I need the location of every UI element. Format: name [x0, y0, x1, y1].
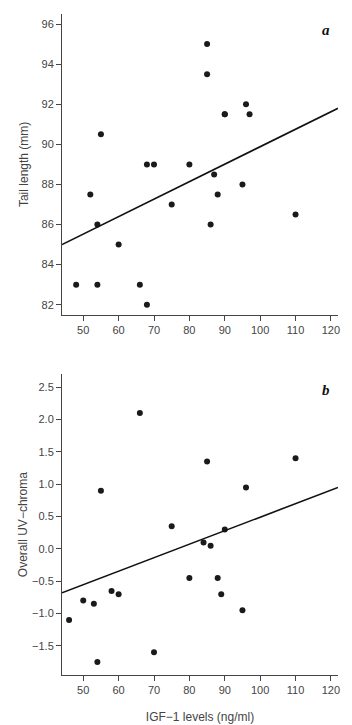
svg-text:110: 110 — [287, 324, 305, 336]
svg-text:−1.0: −1.0 — [32, 607, 54, 619]
svg-text:1.5: 1.5 — [39, 446, 54, 458]
svg-text:70: 70 — [148, 324, 160, 336]
svg-text:50: 50 — [77, 684, 89, 696]
svg-text:84: 84 — [42, 258, 54, 270]
svg-text:70: 70 — [148, 684, 160, 696]
svg-text:1.0: 1.0 — [39, 478, 54, 490]
svg-text:80: 80 — [183, 684, 195, 696]
svg-text:90: 90 — [219, 324, 231, 336]
svg-text:IGF−1 levels (ng/ml): IGF−1 levels (ng/ml) — [146, 710, 254, 724]
svg-text:120: 120 — [322, 324, 340, 336]
svg-text:2.5: 2.5 — [39, 381, 54, 393]
svg-text:0.0: 0.0 — [39, 543, 54, 555]
svg-text:Overall UV−chroma: Overall UV−chroma — [16, 472, 30, 577]
svg-text:100: 100 — [251, 684, 269, 696]
svg-text:90: 90 — [219, 684, 231, 696]
svg-text:88: 88 — [42, 178, 54, 190]
svg-text:80: 80 — [183, 324, 195, 336]
svg-text:b: b — [322, 382, 330, 398]
svg-text:82: 82 — [42, 299, 54, 311]
svg-text:120: 120 — [322, 684, 340, 696]
svg-text:100: 100 — [251, 324, 269, 336]
svg-text:Tail length (mm): Tail length (mm) — [17, 122, 31, 207]
svg-text:92: 92 — [42, 98, 54, 110]
svg-text:60: 60 — [112, 324, 124, 336]
svg-text:90: 90 — [42, 138, 54, 150]
svg-text:a: a — [322, 22, 330, 38]
svg-text:110: 110 — [287, 684, 305, 696]
svg-text:−0.5: −0.5 — [32, 575, 54, 587]
svg-text:60: 60 — [112, 684, 124, 696]
svg-text:86: 86 — [42, 218, 54, 230]
svg-text:0.5: 0.5 — [39, 510, 54, 522]
svg-text:−1.5: −1.5 — [32, 640, 54, 652]
svg-text:50: 50 — [77, 324, 89, 336]
svg-text:96: 96 — [42, 18, 54, 30]
svg-text:94: 94 — [42, 58, 54, 70]
svg-text:2.0: 2.0 — [39, 413, 54, 425]
